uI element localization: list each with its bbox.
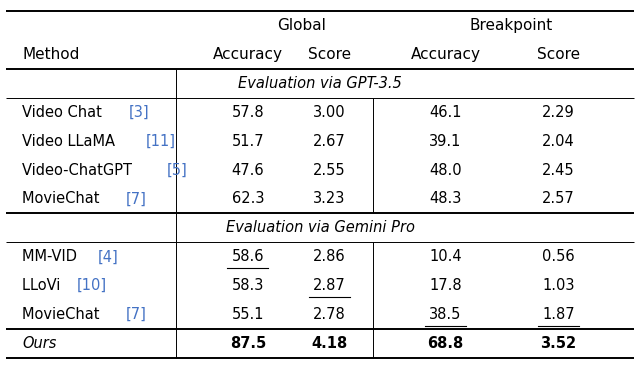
Text: 3.52: 3.52: [540, 336, 577, 351]
Text: 68.8: 68.8: [428, 336, 463, 351]
Text: 0.56: 0.56: [542, 249, 575, 264]
Text: 10.4: 10.4: [429, 249, 461, 264]
Text: 3.00: 3.00: [313, 105, 346, 120]
Text: Video Chat: Video Chat: [22, 105, 107, 120]
Text: 2.04: 2.04: [542, 134, 575, 149]
Text: MM-VID: MM-VID: [22, 249, 82, 264]
Text: Score: Score: [537, 47, 580, 62]
Text: 58.3: 58.3: [232, 278, 264, 293]
Text: Video LLaMA: Video LLaMA: [22, 134, 120, 149]
Text: 48.3: 48.3: [429, 192, 461, 207]
Text: 2.87: 2.87: [313, 278, 346, 293]
Text: 87.5: 87.5: [230, 336, 266, 351]
Text: 2.29: 2.29: [542, 105, 575, 120]
Text: Evaluation via Gemini Pro: Evaluation via Gemini Pro: [225, 220, 415, 235]
Text: 2.55: 2.55: [313, 162, 346, 177]
Text: Global: Global: [276, 18, 326, 33]
Text: [5]: [5]: [167, 162, 188, 177]
Text: [7]: [7]: [126, 192, 147, 207]
Text: 51.7: 51.7: [232, 134, 264, 149]
Text: 62.3: 62.3: [232, 192, 264, 207]
Text: 2.67: 2.67: [313, 134, 346, 149]
Text: [7]: [7]: [126, 307, 147, 322]
Text: 1.03: 1.03: [542, 278, 575, 293]
Text: [3]: [3]: [129, 105, 150, 120]
Text: 2.86: 2.86: [313, 249, 346, 264]
Text: Method: Method: [22, 47, 79, 62]
Text: Video-ChatGPT: Video-ChatGPT: [22, 162, 137, 177]
Text: [11]: [11]: [145, 134, 175, 149]
Text: 38.5: 38.5: [429, 307, 461, 322]
Text: 48.0: 48.0: [429, 162, 461, 177]
Text: 55.1: 55.1: [232, 307, 264, 322]
Text: 57.8: 57.8: [232, 105, 264, 120]
Text: Breakpoint: Breakpoint: [470, 18, 553, 33]
Text: 1.87: 1.87: [542, 307, 575, 322]
Text: MovieChat: MovieChat: [22, 192, 104, 207]
Text: 3.23: 3.23: [313, 192, 346, 207]
Text: [4]: [4]: [97, 249, 118, 264]
Text: 2.78: 2.78: [313, 307, 346, 322]
Text: Ours: Ours: [22, 336, 56, 351]
Text: Accuracy: Accuracy: [213, 47, 283, 62]
Text: 39.1: 39.1: [429, 134, 461, 149]
Text: 17.8: 17.8: [429, 278, 461, 293]
Text: 4.18: 4.18: [311, 336, 348, 351]
Text: [10]: [10]: [76, 278, 107, 293]
Text: 46.1: 46.1: [429, 105, 461, 120]
Text: 2.45: 2.45: [542, 162, 575, 177]
Text: Evaluation via GPT-3.5: Evaluation via GPT-3.5: [238, 76, 402, 91]
Text: 2.57: 2.57: [542, 192, 575, 207]
Text: 47.6: 47.6: [232, 162, 264, 177]
Text: Score: Score: [308, 47, 351, 62]
Text: MovieChat: MovieChat: [22, 307, 104, 322]
Text: LLoVi: LLoVi: [22, 278, 65, 293]
Text: 58.6: 58.6: [232, 249, 264, 264]
Text: Accuracy: Accuracy: [410, 47, 481, 62]
